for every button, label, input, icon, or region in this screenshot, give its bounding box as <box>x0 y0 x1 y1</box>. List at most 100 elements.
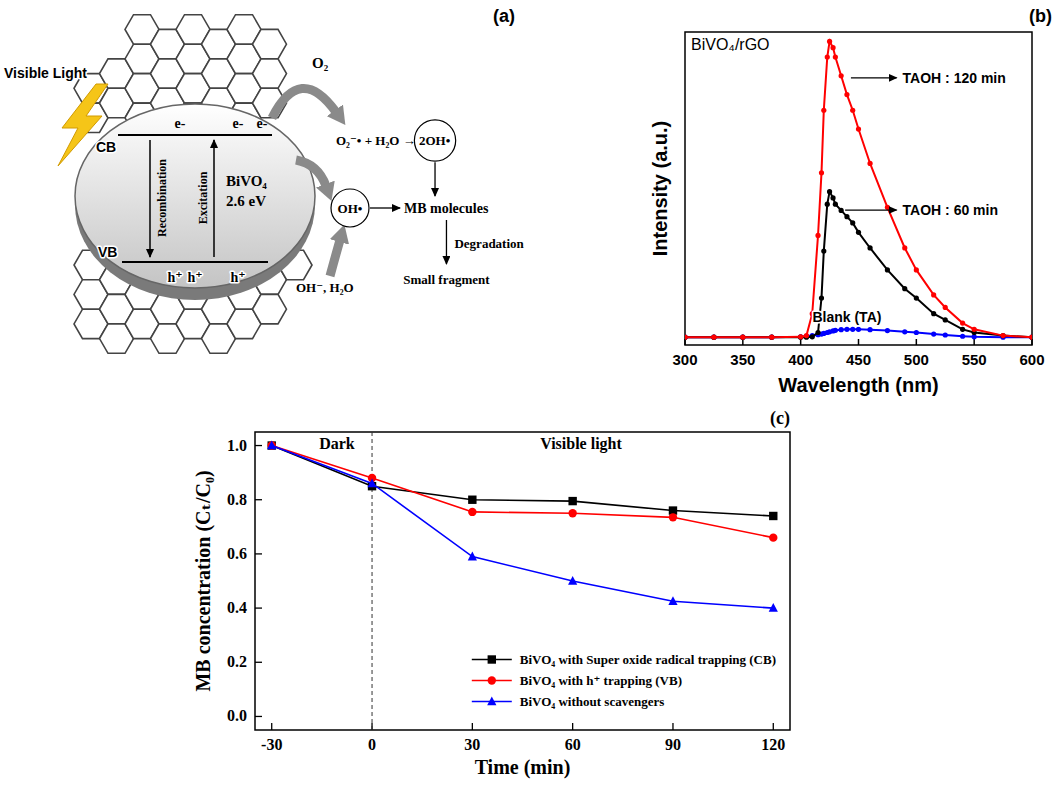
data-point <box>830 45 835 50</box>
x-tick-label: 60 <box>565 736 581 753</box>
oh-circle <box>331 189 369 227</box>
x-tick <box>271 723 272 730</box>
data-point <box>819 295 824 300</box>
data-point <box>804 334 809 339</box>
data-point <box>819 170 824 175</box>
data-point <box>943 305 948 310</box>
data-point <box>668 596 677 605</box>
data-point <box>669 513 677 521</box>
y-tick <box>255 607 262 608</box>
data-point <box>568 576 577 585</box>
annotation: Dark <box>319 435 355 452</box>
x-tick <box>858 339 860 345</box>
data-point <box>769 335 774 340</box>
data-point <box>685 335 688 340</box>
x-tick <box>684 339 686 345</box>
y-tick-label: 0.2 <box>227 653 247 670</box>
product-label: Small fragment <box>403 272 490 287</box>
x-tick-label: 120 <box>761 736 785 753</box>
recombination-label: Recombination <box>155 159 169 237</box>
y-tick <box>255 499 262 500</box>
y-tick-label: 0.4 <box>227 599 247 616</box>
degradation-label: Degradation <box>454 236 524 251</box>
graphene-ring <box>253 29 287 59</box>
x-tick <box>572 723 573 730</box>
data-point <box>914 295 919 300</box>
data-point <box>960 334 965 339</box>
reaction-label: O₂⁻• + H₂O → 2OH• <box>336 133 451 148</box>
y-tick <box>255 553 262 554</box>
y-tick <box>255 662 262 663</box>
x-tick-label: 400 <box>788 351 813 368</box>
degradation-arrow <box>446 220 447 264</box>
data-point <box>850 327 855 332</box>
data-point <box>839 327 844 332</box>
excitation-arrow <box>213 140 215 257</box>
excitation-label: Excitation <box>196 171 210 224</box>
annotation: Visible light <box>540 435 622 453</box>
data-point <box>685 335 688 340</box>
data-point <box>885 267 890 272</box>
water-arrow <box>330 240 340 276</box>
data-point <box>1029 335 1032 340</box>
data-point <box>972 327 977 332</box>
data-point <box>960 327 965 332</box>
y-tick-label: 0.0 <box>227 707 247 724</box>
series-label: Blank (TA) <box>812 309 881 325</box>
data-point <box>856 230 861 235</box>
panel-c: -3003060901200.00.20.40.60.81.0Time (min… <box>192 408 790 779</box>
data-point <box>685 335 688 340</box>
data-point <box>1000 333 1005 338</box>
vb-line <box>122 261 268 263</box>
data-point <box>268 441 276 449</box>
data-point <box>711 335 716 340</box>
data-point <box>1029 335 1032 340</box>
x-axis-title: Time (min) <box>475 756 571 779</box>
x-axis-title: Wavelength (nm) <box>778 374 938 396</box>
data-point <box>914 267 919 272</box>
data-point <box>867 161 872 166</box>
data-point <box>902 245 907 250</box>
data-point <box>844 92 849 97</box>
data-point <box>839 73 844 78</box>
x-tick <box>800 339 802 345</box>
band-gap-label: 2.6 eV <box>226 193 266 209</box>
x-tick-label: 350 <box>730 351 755 368</box>
data-point <box>850 108 855 113</box>
label-arrow <box>845 209 896 210</box>
data-point <box>468 552 477 561</box>
data-point <box>867 245 872 250</box>
graphene-ring <box>253 59 287 88</box>
electron: e- <box>257 116 268 131</box>
data-point <box>856 327 861 332</box>
y-tick-label: 0.6 <box>227 545 247 562</box>
legend-label: BiVO₄ with h⁺ trapping (VB) <box>520 673 682 688</box>
data-point <box>711 335 716 340</box>
hole: h⁺ <box>230 270 245 285</box>
electron: e- <box>233 116 244 131</box>
x-tick <box>472 723 473 730</box>
o2-arrow <box>272 88 336 118</box>
x-tick-label: 550 <box>962 351 987 368</box>
chart-title: BiVO₄/rGO <box>691 36 770 53</box>
water-label: OH⁻, H₂O <box>296 280 354 295</box>
label-arrow <box>851 77 897 78</box>
data-point <box>885 205 890 210</box>
data-point <box>885 328 890 333</box>
series-line <box>685 192 1032 338</box>
y-tick <box>255 445 262 446</box>
legend-label: BiVO₄ with Super oxide radical trapping … <box>520 652 776 667</box>
data-point <box>821 108 826 113</box>
data-point <box>267 441 276 450</box>
panel-b: 300350400450500550600Wavelength (nm)Inte… <box>649 6 1052 396</box>
series-label: TAOH : 120 min <box>903 70 1006 86</box>
data-point <box>798 334 803 339</box>
y-axis-title: Intensity (a.u.) <box>649 121 671 257</box>
data-point <box>810 334 815 339</box>
data-point <box>568 497 576 505</box>
x-tick-label: 0 <box>368 736 376 753</box>
material-label: BiVO₄ <box>226 173 267 189</box>
data-point <box>769 335 774 340</box>
electron: e- <box>175 116 186 131</box>
data-point <box>839 208 844 213</box>
